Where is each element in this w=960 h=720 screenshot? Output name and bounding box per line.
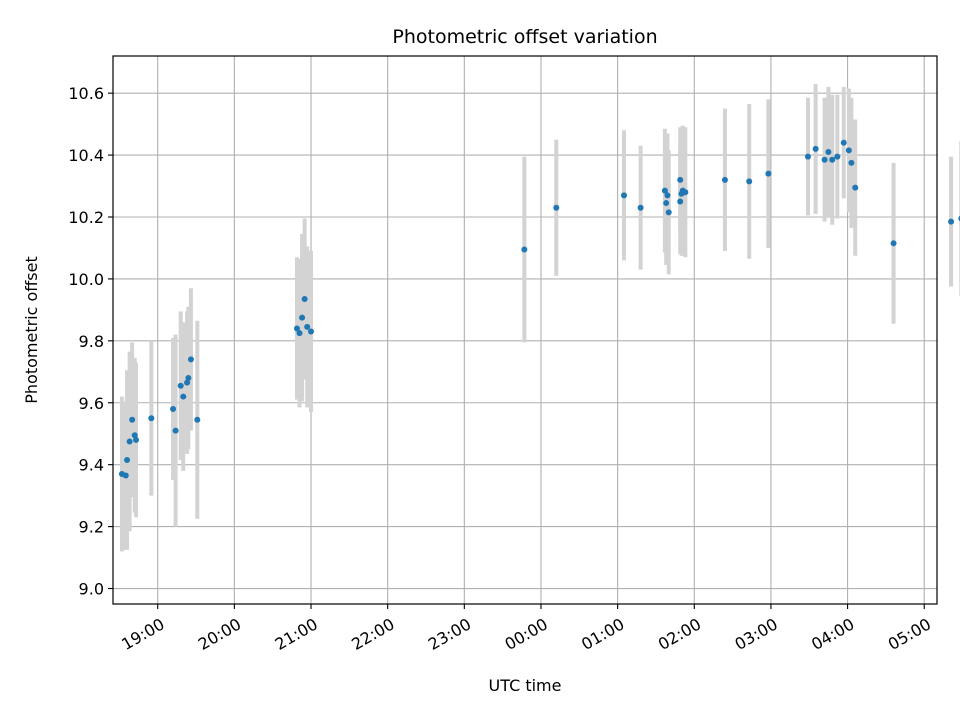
y-tick-label: 9.8 [79, 332, 104, 351]
data-point [821, 156, 828, 163]
data-point [848, 159, 855, 166]
grid-layer [113, 56, 937, 604]
data-point [637, 204, 644, 211]
data-point [834, 153, 841, 160]
y-tick-label: 10.4 [68, 146, 104, 165]
data-point [299, 314, 306, 321]
data-point [677, 198, 684, 205]
data-point [840, 139, 847, 146]
data-point [721, 176, 728, 183]
data-point [948, 218, 955, 225]
y-axis-title: Photometric offset [22, 256, 41, 404]
data-point [852, 184, 859, 191]
data-point [553, 204, 560, 211]
y-tick-label: 9.6 [79, 394, 104, 413]
data-point [124, 457, 131, 464]
data-point [122, 472, 129, 479]
data-point [829, 156, 836, 163]
x-axis-title: UTC time [489, 676, 562, 695]
data-point [621, 192, 628, 199]
data-point [677, 176, 684, 183]
y-tick-label: 10.6 [68, 84, 104, 103]
data-point [663, 200, 670, 207]
plot-frame [112, 55, 938, 605]
data-point [187, 356, 194, 363]
data-point [661, 187, 668, 194]
data-point [301, 296, 308, 303]
point-layer [118, 139, 960, 479]
data-point [296, 330, 303, 337]
data-point [148, 415, 155, 422]
data-point [304, 323, 311, 330]
data-point [664, 192, 671, 199]
data-point [126, 438, 133, 445]
data-point [132, 436, 139, 443]
data-point [812, 145, 819, 152]
data-point [845, 147, 852, 154]
data-point [184, 379, 191, 386]
data-point [293, 325, 300, 332]
data-point [172, 427, 179, 434]
data-point [177, 382, 184, 389]
data-point [308, 328, 315, 335]
y-tick-label: 10.2 [68, 208, 104, 227]
data-point [682, 189, 689, 196]
y-tick-label: 10.0 [68, 270, 104, 289]
data-point [129, 416, 136, 423]
data-point [890, 240, 897, 247]
data-point [131, 432, 138, 439]
data-point [804, 153, 811, 160]
data-point [180, 393, 187, 400]
data-point [185, 374, 192, 381]
data-point [170, 405, 177, 412]
data-point [746, 178, 753, 185]
data-point [665, 209, 672, 216]
data-point [521, 246, 528, 253]
data-point [765, 170, 772, 177]
chart-title: Photometric offset variation [392, 26, 657, 48]
y-tick-label: 9.4 [79, 456, 104, 475]
data-point [194, 416, 201, 423]
data-point [825, 148, 832, 155]
y-tick-label: 9.2 [79, 518, 104, 537]
y-tick-label: 9.0 [79, 580, 104, 599]
